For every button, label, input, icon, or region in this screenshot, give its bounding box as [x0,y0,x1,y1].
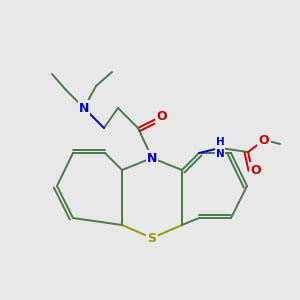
Text: N: N [147,152,157,164]
Text: S: S [148,232,157,244]
Text: O: O [157,110,167,122]
Text: H
N: H N [216,137,224,159]
Text: O: O [259,134,269,146]
Text: N: N [79,101,89,115]
Text: O: O [251,164,261,176]
